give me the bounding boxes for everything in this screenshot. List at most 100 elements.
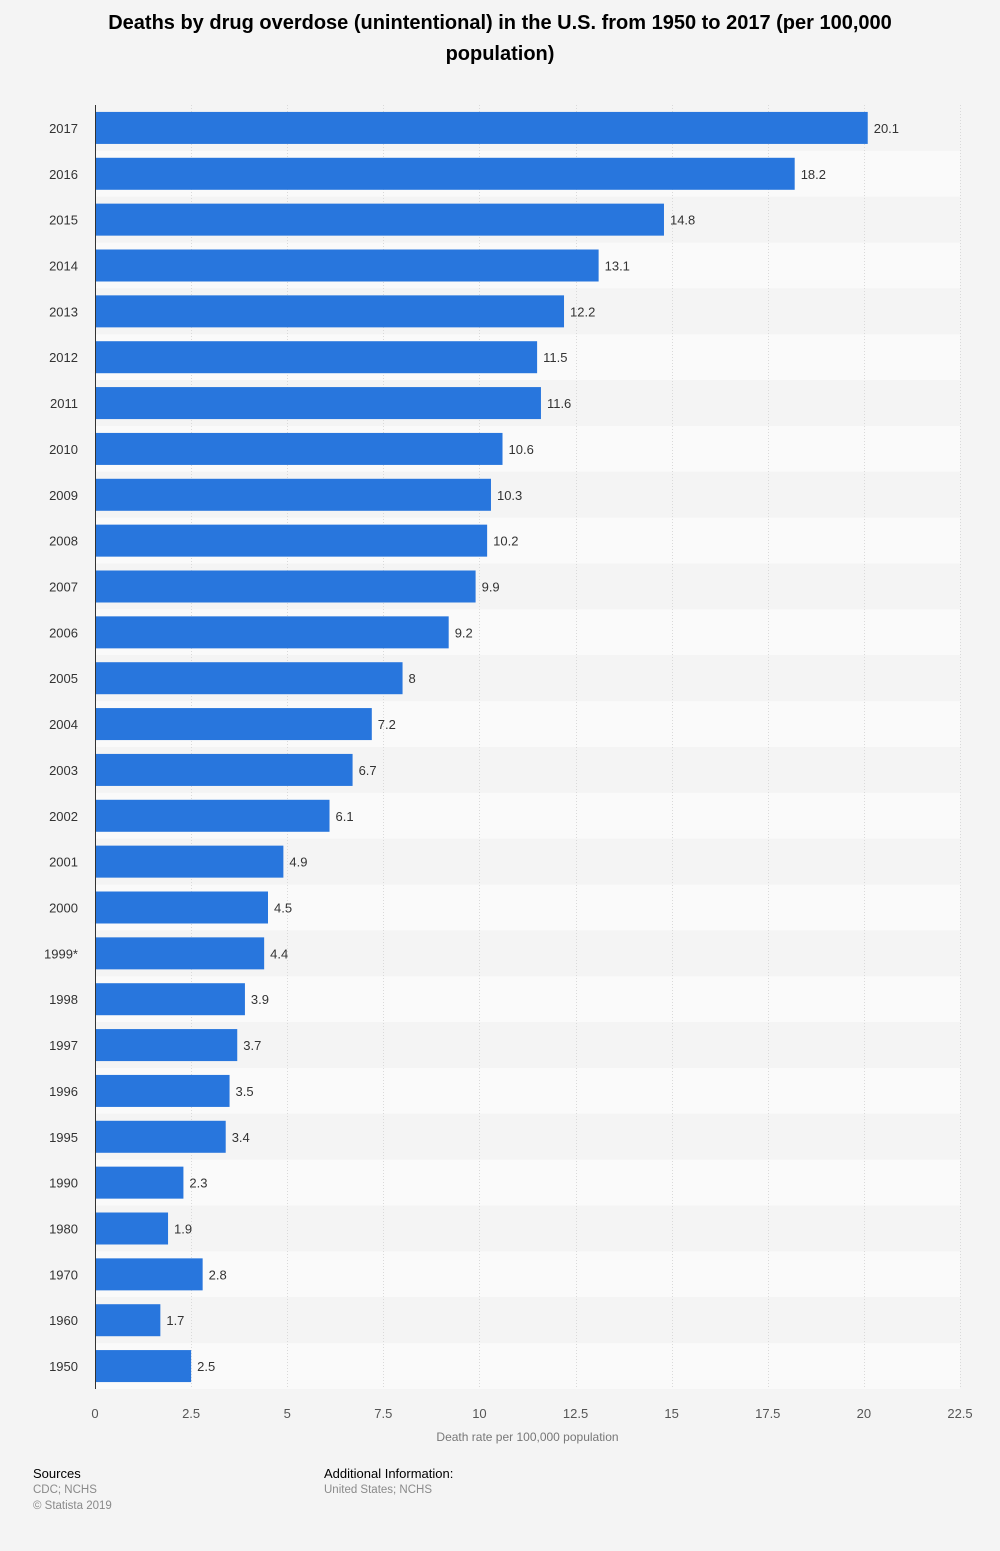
row-band — [95, 1343, 960, 1389]
y-tick-label: 1990 — [49, 1176, 78, 1191]
x-tick-label: 12.5 — [563, 1406, 588, 1421]
value-label: 18.2 — [801, 167, 826, 182]
y-tick-label: 2009 — [49, 488, 78, 503]
bar — [95, 845, 284, 878]
value-label: 10.3 — [497, 488, 522, 503]
bar — [95, 662, 403, 695]
x-axis-label: Death rate per 100,000 population — [436, 1430, 618, 1444]
value-label: 4.4 — [270, 946, 288, 961]
row-band — [95, 1159, 960, 1206]
y-tick-label: 2008 — [49, 534, 78, 549]
y-tick-label: 1998 — [49, 992, 78, 1007]
bar — [95, 891, 268, 924]
y-tick-label: 2005 — [49, 671, 78, 686]
y-tick-label: 2003 — [49, 763, 78, 778]
x-tick-label: 2.5 — [182, 1406, 200, 1421]
bar — [95, 1120, 226, 1153]
value-label: 2.3 — [189, 1176, 207, 1191]
x-tick-label: 7.5 — [374, 1406, 392, 1421]
additional-info-label: Additional Information: — [324, 1466, 454, 1481]
y-tick-label: 1980 — [49, 1222, 78, 1237]
row-band — [95, 1113, 960, 1160]
bar — [95, 1350, 192, 1383]
y-tick-label: 2000 — [49, 901, 78, 916]
bar — [95, 616, 449, 649]
y-tick-label: 1999* — [44, 946, 78, 961]
x-tick-label: 15 — [664, 1406, 678, 1421]
value-label: 1.9 — [174, 1222, 192, 1237]
x-tick-label: 0 — [91, 1406, 98, 1421]
bar — [95, 1029, 238, 1062]
row-band — [95, 1068, 960, 1114]
bar — [95, 1166, 184, 1199]
bar — [95, 341, 538, 374]
y-tick-label: 2016 — [49, 167, 78, 182]
y-tick-label: 1970 — [49, 1267, 78, 1282]
x-tick-label: 5 — [284, 1406, 291, 1421]
bar — [95, 937, 265, 970]
value-label: 3.9 — [251, 992, 269, 1007]
value-label: 10.2 — [493, 534, 518, 549]
value-label: 7.2 — [378, 717, 396, 732]
bar — [95, 1304, 161, 1337]
bar — [95, 1212, 169, 1245]
value-label: 2.8 — [209, 1267, 227, 1282]
x-tick-label: 22.5 — [947, 1406, 972, 1421]
bar — [95, 708, 372, 741]
bar-chart: 0 2.5 5 7.5 10 12.5 15 17.5 20 22.5 20.1 2017 18.2 20… — [44, 105, 973, 1444]
bar — [95, 524, 488, 557]
copyright-line: © Statista 2019 — [33, 1500, 112, 1512]
value-label: 3.7 — [243, 1038, 261, 1053]
x-tick-label: 20 — [857, 1406, 871, 1421]
bar — [95, 249, 599, 282]
value-label: 12.2 — [570, 304, 595, 319]
y-tick-label: 2011 — [50, 396, 78, 411]
value-label: 11.6 — [547, 396, 571, 411]
value-label: 8 — [409, 671, 416, 686]
value-label: 6.7 — [359, 763, 377, 778]
bar — [95, 432, 503, 465]
value-label: 3.4 — [232, 1130, 250, 1145]
bar — [95, 295, 565, 328]
y-tick-label: 1960 — [49, 1313, 78, 1328]
bar — [95, 157, 795, 190]
bar — [95, 203, 664, 236]
value-label: 10.6 — [509, 442, 534, 457]
row-band — [95, 1251, 960, 1298]
y-tick-label: 2007 — [49, 580, 78, 595]
row-band — [95, 1205, 960, 1252]
bar — [95, 799, 330, 832]
y-tick-label: 1950 — [49, 1359, 78, 1374]
value-label: 4.9 — [289, 855, 307, 870]
value-label: 9.2 — [455, 625, 473, 640]
additional-info-block: Additional Information: United States; N… — [324, 1466, 453, 1498]
y-tick-label: 2014 — [49, 259, 78, 274]
y-tick-label: 2017 — [49, 121, 78, 136]
row-band — [95, 1022, 960, 1068]
value-label: 6.1 — [336, 809, 354, 824]
x-tick-label: 10 — [472, 1406, 486, 1421]
bar — [95, 983, 245, 1016]
value-label: 20.1 — [874, 121, 899, 136]
y-tick-label: 1996 — [49, 1084, 78, 1099]
bar — [95, 111, 868, 144]
bar — [95, 1074, 230, 1107]
value-label: 2.5 — [197, 1359, 215, 1374]
bar — [95, 570, 476, 603]
bar — [95, 1258, 203, 1291]
y-tick-label: 2004 — [49, 717, 78, 732]
sources-line: CDC; NCHS — [33, 1484, 97, 1496]
bar — [95, 387, 541, 420]
y-tick-label: 2002 — [49, 809, 78, 824]
value-label: 13.1 — [605, 259, 630, 274]
y-tick-label: 2001 — [49, 855, 78, 870]
y-tick-label: 1997 — [49, 1038, 78, 1053]
value-label: 9.9 — [482, 580, 500, 595]
y-tick-label: 2015 — [49, 213, 78, 228]
y-tick-label: 1995 — [49, 1130, 78, 1145]
bar — [95, 753, 353, 786]
row-band — [95, 1297, 960, 1344]
y-tick-label: 2013 — [49, 304, 78, 319]
x-tick-label: 17.5 — [755, 1406, 780, 1421]
value-label: 1.7 — [166, 1313, 184, 1328]
